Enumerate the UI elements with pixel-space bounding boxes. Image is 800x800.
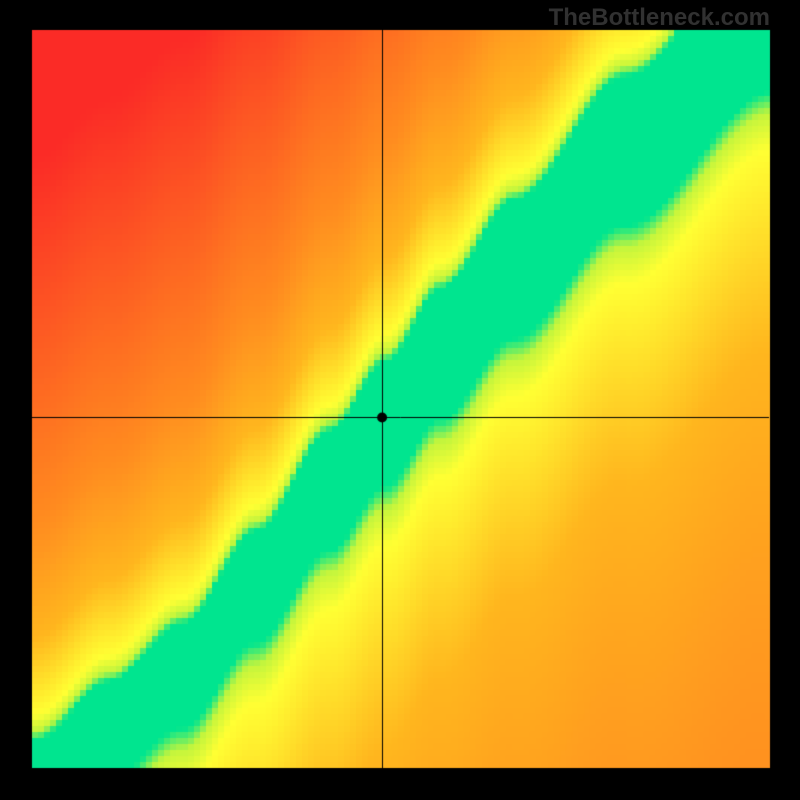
watermark-text: TheBottleneck.com bbox=[549, 4, 770, 32]
bottleneck-heatmap bbox=[0, 0, 800, 800]
chart-frame: TheBottleneck.com bbox=[0, 0, 800, 800]
